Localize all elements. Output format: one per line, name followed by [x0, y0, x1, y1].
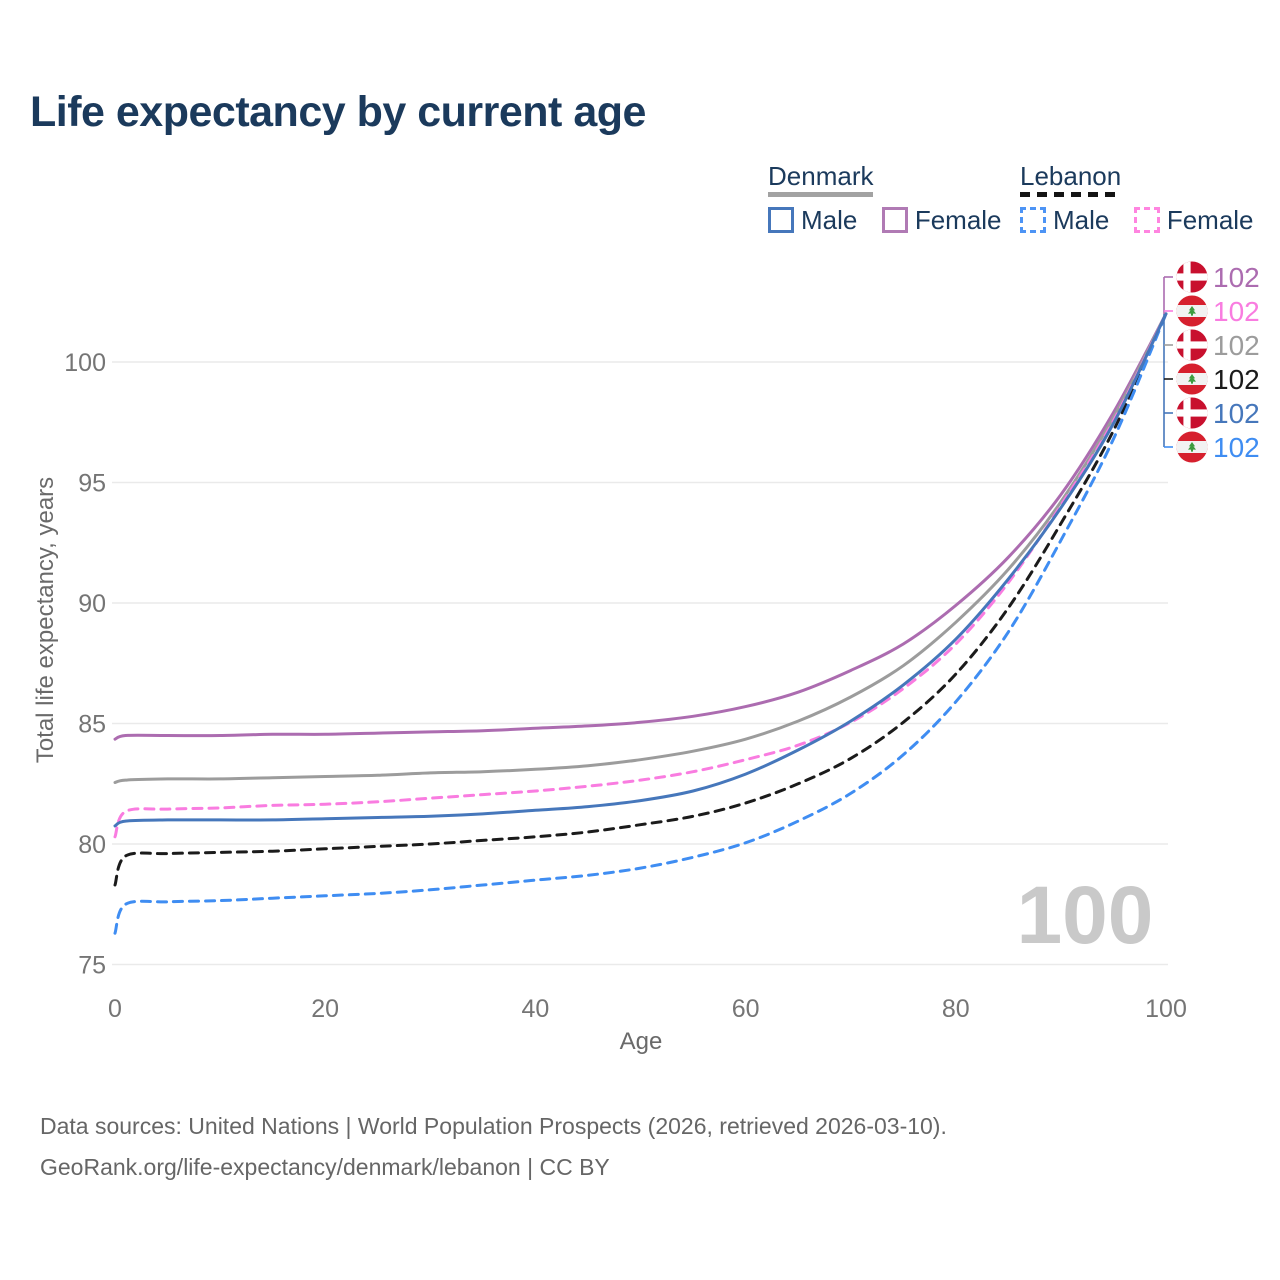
legend-item-lebanon-female[interactable]: Female	[1133, 205, 1254, 235]
denmark-flag-icon	[1176, 397, 1208, 429]
lebanon-male-swatch-icon	[1020, 207, 1046, 233]
end-value-label: 102	[1213, 398, 1260, 429]
x-tick-label: 100	[1145, 995, 1187, 1023]
series-line-lebanon-male[interactable]	[113, 312, 1168, 935]
end-value-label: 102	[1213, 296, 1260, 327]
lebanon-flag-icon	[1176, 295, 1208, 327]
legend-group-lebanon: Lebanon Male Female	[1020, 162, 1274, 236]
y-tick-label: 90	[78, 590, 106, 618]
denmark-flag-icon	[1176, 329, 1208, 361]
legend-item-label: Male	[801, 205, 858, 235]
y-tick-label: 95	[78, 470, 106, 498]
y-tick-label: 85	[78, 711, 106, 739]
y-tick-label: 100	[64, 349, 106, 377]
legend-country-label: Lebanon	[1020, 161, 1122, 191]
lebanon-flag-icon	[1176, 431, 1208, 463]
footer: Data sources: United Nations | World Pop…	[40, 1106, 947, 1188]
footer-data-sources: Data sources: United Nations | World Pop…	[40, 1113, 947, 1139]
series-line-lebanon-total[interactable]	[113, 312, 1168, 887]
legend-group-denmark: Denmark Male Female	[768, 162, 1022, 236]
gridlines	[112, 361, 1168, 966]
end-value-label: 102	[1213, 364, 1260, 395]
x-tick-labels: 0 20 40 60 80 100	[108, 995, 1187, 1023]
y-tick-label: 75	[78, 952, 106, 980]
x-tick-label: 60	[732, 995, 760, 1023]
series-line-denmark-female[interactable]	[113, 312, 1168, 741]
lebanon-female-swatch-icon	[1133, 207, 1160, 233]
series-line-lebanon-female[interactable]	[113, 312, 1168, 839]
legend-country-label: Denmark	[768, 161, 874, 191]
denmark-line-style-sample	[768, 192, 874, 197]
denmark-female-swatch-icon	[881, 207, 908, 233]
end-value-label: 102	[1213, 262, 1260, 293]
legend-item-label: Female	[914, 205, 1002, 235]
page-title: Life expectancy by current age	[30, 88, 646, 136]
y-tick-labels: 75 80 85 90 95 100	[64, 349, 106, 980]
end-value-label: 102	[1213, 432, 1260, 463]
lebanon-line-style-sample	[1020, 192, 1122, 197]
denmark-male-swatch-icon	[768, 207, 794, 233]
y-tick-label: 80	[78, 831, 106, 859]
legend-item-lebanon-male[interactable]: Male	[1020, 205, 1109, 235]
x-tick-label: 20	[311, 995, 339, 1023]
legend-country-denmark[interactable]: Denmark	[768, 161, 874, 197]
legend-item-label: Female	[1166, 205, 1254, 235]
footer-attribution: GeoRank.org/life-expectancy/denmark/leba…	[40, 1154, 610, 1180]
legend-item-denmark-male[interactable]: Male	[768, 205, 857, 235]
series-line-denmark-male[interactable]	[113, 312, 1168, 828]
lebanon-flag-icon	[1176, 363, 1208, 395]
x-tick-label: 40	[521, 995, 549, 1023]
legend-country-lebanon[interactable]: Lebanon	[1020, 161, 1122, 197]
x-axis-title: Age	[619, 1028, 663, 1055]
legend-item-label: Male	[1053, 205, 1110, 235]
end-label-connector	[1163, 276, 1173, 448]
series-lines	[113, 312, 1168, 935]
x-tick-label: 0	[108, 995, 122, 1023]
legend-item-denmark-female[interactable]: Female	[881, 205, 1002, 235]
age-indicator-watermark: 100	[1017, 870, 1154, 961]
denmark-flag-icon	[1176, 261, 1208, 293]
x-tick-label: 80	[942, 995, 970, 1023]
series-line-denmark-total[interactable]	[113, 312, 1168, 784]
end-value-label: 102	[1213, 330, 1260, 361]
